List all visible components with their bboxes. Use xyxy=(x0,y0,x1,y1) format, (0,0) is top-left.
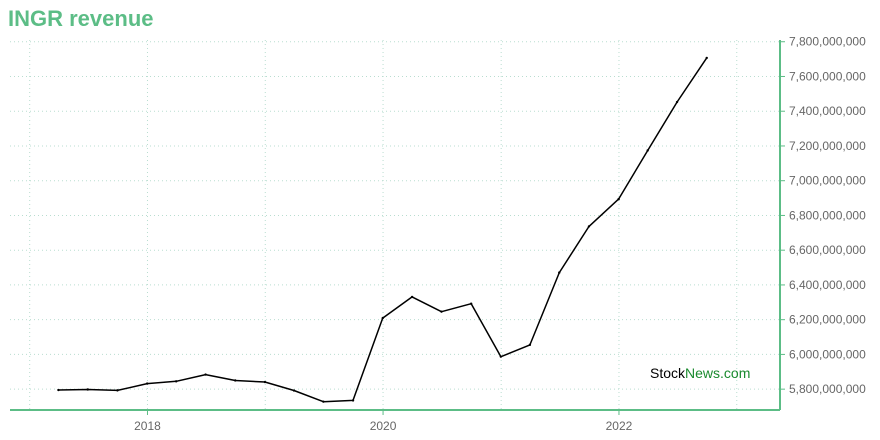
data-point xyxy=(646,149,649,152)
y-tick-label: 6,400,000,000 xyxy=(789,278,866,292)
x-tick-label: 2018 xyxy=(134,419,161,433)
data-point xyxy=(263,380,267,384)
watermark: StockNews.com xyxy=(650,365,750,381)
y-tick-label: 6,800,000,000 xyxy=(789,208,866,222)
data-point xyxy=(558,271,561,274)
data-point xyxy=(499,355,503,358)
x-axis: 2018 2020 2022 xyxy=(10,409,780,433)
data-point xyxy=(116,389,119,392)
data-point xyxy=(528,343,532,347)
chart-title: INGR revenue xyxy=(8,6,154,31)
y-tick-label: 6,200,000,000 xyxy=(789,313,866,327)
series-group xyxy=(57,56,708,403)
y-axis: 5,800,000,000 6,000,000,000 6,200,000,000 6… xyxy=(779,35,866,410)
y-tick-label: 7,400,000,000 xyxy=(789,104,866,118)
grid-lines xyxy=(10,40,780,410)
data-point xyxy=(410,295,414,299)
data-point xyxy=(587,225,591,228)
watermark-part2: News.com xyxy=(685,365,751,381)
data-point xyxy=(292,389,296,392)
y-tick-label: 6,000,000,000 xyxy=(789,347,866,361)
data-point xyxy=(57,388,60,392)
y-tick-label: 7,200,000,000 xyxy=(789,139,866,153)
data-point xyxy=(469,302,473,305)
data-point xyxy=(351,399,355,402)
data-point xyxy=(86,388,89,391)
revenue-line xyxy=(58,57,708,403)
data-point xyxy=(234,379,237,382)
data-point xyxy=(675,100,679,104)
y-tick-label: 7,000,000,000 xyxy=(789,174,866,188)
data-point xyxy=(705,56,708,60)
data-point xyxy=(381,316,384,320)
y-tick-label: 6,600,000,000 xyxy=(789,243,866,257)
data-point xyxy=(174,380,178,383)
data-point xyxy=(145,382,149,385)
x-tick-label: 2022 xyxy=(606,419,633,433)
data-point xyxy=(617,197,620,201)
y-tick-label: 7,600,000,000 xyxy=(789,69,866,83)
watermark-part1: Stock xyxy=(650,365,686,381)
data-point xyxy=(440,310,443,313)
y-tick-label: 5,800,000,000 xyxy=(789,382,866,396)
x-tick-label: 2020 xyxy=(370,419,397,433)
y-tick-label: 7,800,000,000 xyxy=(789,35,866,49)
data-point xyxy=(204,373,207,376)
data-point xyxy=(322,400,325,403)
